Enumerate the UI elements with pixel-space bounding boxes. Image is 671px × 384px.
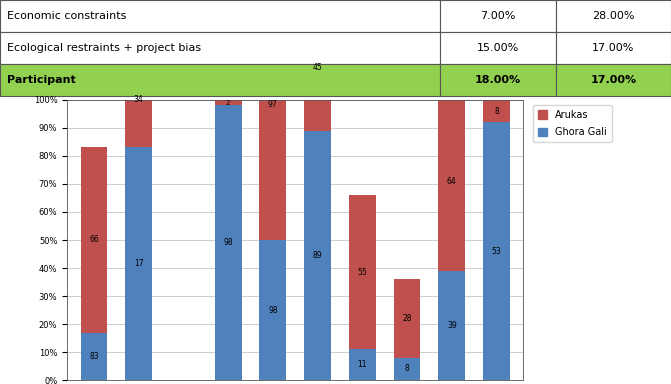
Text: 45: 45 (313, 63, 323, 72)
Legend: Arukas, Ghora Gali: Arukas, Ghora Gali (533, 105, 612, 142)
Text: Participant: Participant (7, 75, 75, 85)
Text: 8: 8 (494, 106, 499, 116)
Bar (0, 64, 440, 96)
Bar (81, 333, 107, 380)
Bar (81, 147, 107, 333)
Text: 34: 34 (134, 95, 144, 104)
Bar (440, 0, 556, 32)
Bar (394, 279, 421, 358)
Text: 64: 64 (447, 177, 457, 185)
Bar (440, 32, 556, 64)
Text: 55: 55 (358, 268, 367, 277)
Text: 18.00%: 18.00% (474, 75, 521, 85)
Bar (556, 32, 671, 64)
Bar (260, 240, 287, 380)
Bar (304, 131, 331, 380)
Text: 28: 28 (403, 314, 412, 323)
Bar (394, 358, 421, 380)
Text: 98: 98 (223, 238, 233, 247)
Text: 39: 39 (447, 321, 457, 330)
Text: 66: 66 (89, 235, 99, 245)
Bar (556, 0, 671, 32)
Text: 17.00%: 17.00% (592, 43, 635, 53)
Bar (438, 271, 465, 380)
Text: Ecological restraints + project bias: Ecological restraints + project bias (7, 43, 201, 53)
Bar (215, 100, 242, 106)
Text: 97: 97 (268, 99, 278, 109)
Text: 8: 8 (405, 364, 409, 374)
Bar (556, 64, 671, 96)
Bar (304, 5, 331, 131)
Bar (440, 64, 556, 96)
Text: 28.00%: 28.00% (592, 11, 635, 21)
Bar (0, 0, 440, 32)
Text: Economic constraints: Economic constraints (7, 11, 126, 21)
Text: 2: 2 (226, 99, 230, 106)
Text: 7.00%: 7.00% (480, 11, 515, 21)
Bar (483, 100, 510, 122)
Text: 17.00%: 17.00% (590, 75, 636, 85)
Text: 89: 89 (313, 251, 323, 260)
Bar (125, 147, 152, 380)
Bar (125, 52, 152, 147)
Bar (483, 122, 510, 380)
Text: 83: 83 (89, 352, 99, 361)
Bar (349, 195, 376, 349)
Bar (0, 32, 440, 64)
Bar (260, 0, 287, 240)
Bar (349, 349, 376, 380)
Text: 15.00%: 15.00% (476, 43, 519, 53)
Text: 98: 98 (268, 306, 278, 314)
Text: 53: 53 (492, 247, 501, 256)
Text: 17: 17 (134, 259, 144, 268)
Bar (438, 91, 465, 271)
Bar (215, 106, 242, 380)
Text: 11: 11 (358, 360, 367, 369)
